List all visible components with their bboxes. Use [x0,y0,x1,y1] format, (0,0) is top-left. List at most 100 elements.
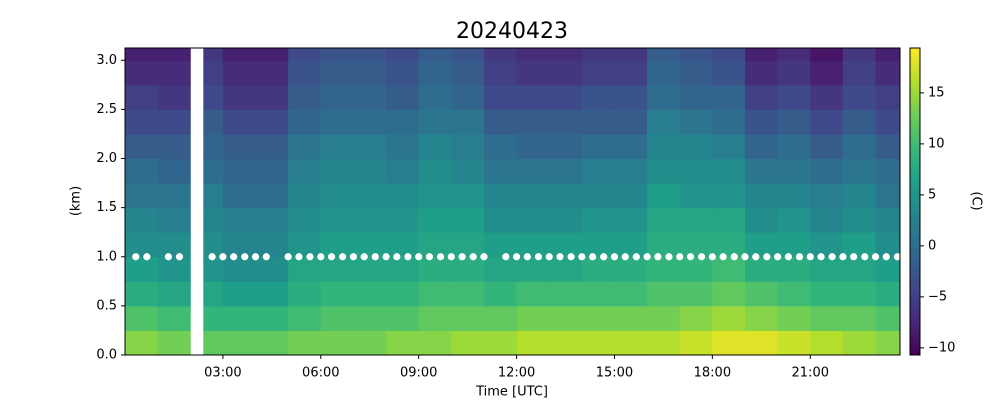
cell [777,305,811,331]
colorbar-swatch [910,306,920,310]
colorbar-swatch [910,219,920,223]
cell [516,305,550,331]
cell [647,305,681,331]
marker [469,253,477,261]
cell [255,183,289,209]
cell [418,305,452,331]
colorbar-swatch [910,129,920,133]
cell [386,84,420,110]
cell [549,158,583,184]
cell [320,232,354,258]
cell [810,305,844,331]
cell [386,48,420,61]
cell [614,60,648,86]
cell [712,158,746,184]
cell [549,330,583,356]
cell [288,256,322,282]
cell [418,60,452,86]
cell [745,183,779,209]
colorbar-swatch [910,291,920,295]
cell [157,133,191,160]
marker [371,253,379,261]
cell [745,232,779,258]
cell [288,207,322,233]
cell [647,158,681,184]
cell [157,109,191,135]
cell [581,109,615,135]
marker [621,253,629,261]
cell [647,232,681,258]
cell [320,207,354,233]
cell [614,330,648,356]
cell [614,48,648,61]
cell [745,256,779,282]
cell [255,281,289,307]
cell [549,48,583,61]
cell [549,207,583,233]
colorbar-swatch [910,94,920,98]
marker [806,253,814,261]
cell [157,60,191,86]
cell [203,158,224,184]
cell [418,48,452,61]
cell [712,232,746,258]
colorbar-swatch [910,71,920,75]
cell [320,256,354,282]
colorbar-swatch [910,319,920,323]
cell [875,183,901,209]
cell [418,330,452,356]
cell [516,330,550,356]
cell [125,109,159,135]
cell [679,183,713,209]
colorbar-swatch [910,86,920,90]
cell [549,60,583,86]
colorbar-swatch [910,109,920,113]
cell [516,133,550,160]
colorbar-swatch [910,209,920,213]
colorbar-swatch [910,326,920,330]
cell [777,183,811,209]
cell [810,48,844,61]
colorbar-swatch [910,288,920,292]
colorbar-swatch [910,337,920,341]
colorbar-swatch [910,114,920,118]
colorbar-swatch [910,296,920,300]
cell [418,207,452,233]
marker [795,253,804,261]
cell [516,84,550,110]
colorbar-swatch [910,214,920,218]
cell [581,305,615,331]
cell [842,133,877,160]
colorbar-swatch [910,280,920,284]
colorbar-swatch [910,63,920,67]
cell [157,281,191,307]
cell [745,207,779,233]
cell [581,232,615,258]
cell [614,281,648,307]
marker [327,253,336,261]
cell [712,330,746,356]
cell [842,207,877,233]
cell [875,60,901,86]
colorbar-swatch [910,334,920,338]
cell [386,256,420,282]
cell [418,256,452,282]
colorbar-swatch [910,303,920,307]
cell [418,158,452,184]
cell [777,133,811,160]
colorbar-swatch [910,111,920,116]
marker [882,253,890,261]
colorbar-swatch [910,142,920,146]
cell [451,183,485,209]
marker [850,253,858,261]
cell [483,256,518,282]
marker [534,253,543,261]
cell [353,330,387,356]
colorbar-swatch [910,58,920,62]
marker [578,253,586,261]
cell [810,133,844,160]
marker [676,253,684,261]
colorbar-swatch [910,329,920,333]
cell [222,158,257,184]
